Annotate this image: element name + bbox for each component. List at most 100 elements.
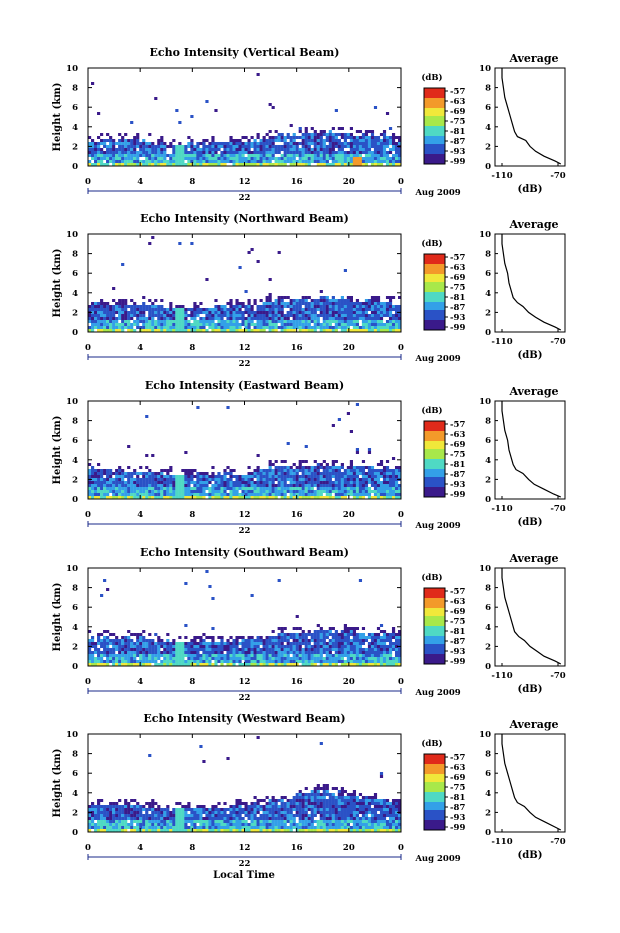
heatmap-cell — [341, 311, 344, 314]
heatmap-cell — [374, 660, 377, 663]
heatmap-cell — [248, 151, 251, 154]
heatmap-cell — [100, 481, 103, 484]
heatmap-cell — [335, 478, 338, 481]
heatmap-cell — [118, 472, 121, 475]
average-profile-line — [502, 401, 561, 497]
heatmap-cell — [308, 326, 311, 329]
heatmap-cell — [341, 660, 344, 663]
heatmap-cell — [386, 481, 389, 484]
heatmap-cell — [245, 145, 248, 148]
heatmap-cell — [160, 299, 163, 302]
heatmap-cell — [175, 148, 178, 151]
heatmap-cell — [241, 475, 244, 478]
heatmap-cell — [320, 478, 323, 481]
heatmap-cell — [187, 469, 190, 472]
heatmap-cell — [94, 308, 97, 311]
heatmap-cell — [311, 151, 314, 154]
heatmap-cell — [311, 475, 314, 478]
heatmap-cell — [112, 645, 115, 648]
heatmap-cell — [121, 308, 124, 311]
heatmap-cell — [281, 484, 284, 487]
heatmap-cell — [151, 475, 154, 478]
heatmap-cell — [314, 151, 317, 154]
heatmap-cell — [275, 148, 278, 151]
heatmap-cell — [157, 323, 160, 326]
heatmap-cell — [226, 151, 229, 154]
heatmap-cell — [326, 160, 329, 163]
heatmap-cell — [278, 627, 281, 630]
heatmap-cell — [395, 481, 398, 484]
heatmap-cell — [136, 802, 139, 805]
heatmap-cell — [341, 630, 344, 633]
heatmap-cell — [133, 820, 136, 823]
heatmap-cell — [145, 642, 148, 645]
heatmap-cell — [184, 154, 187, 157]
heatmap-cell — [103, 142, 106, 145]
heatmap-cell — [133, 320, 136, 323]
heatmap-cell — [293, 654, 296, 657]
heatmap-cell — [347, 320, 350, 323]
heatmap-cell — [136, 326, 139, 329]
heatmap-cell — [94, 487, 97, 490]
heatmap-cell — [145, 154, 148, 157]
heatmap-cell — [208, 642, 211, 645]
heatmap-cell — [248, 320, 251, 323]
heatmap-cell — [226, 487, 229, 490]
heatmap-cell — [272, 308, 275, 311]
heatmap-cell — [154, 651, 157, 654]
colorbar-segment — [424, 612, 445, 614]
heatmap-cell — [175, 145, 178, 148]
heatmap-cell — [317, 657, 320, 660]
heatmap-cell — [115, 472, 118, 475]
heatmap-cell — [142, 320, 145, 323]
heatmap-cell — [223, 648, 226, 651]
colorbar-tick-label: -63 — [450, 597, 465, 607]
heatmap-cell — [335, 326, 338, 329]
heatmap-cell — [386, 320, 389, 323]
heatmap-cell — [106, 654, 109, 657]
heatmap-cell — [380, 154, 383, 157]
heatmap-cell — [248, 145, 251, 148]
heatmap-cell — [317, 323, 320, 326]
heatmap-cell — [127, 487, 130, 490]
heatmap-cell — [238, 648, 241, 651]
heatmap-cell — [241, 151, 244, 154]
heatmap-cell — [287, 302, 290, 305]
heatmap-cell — [311, 645, 314, 648]
heatmap-cell — [223, 469, 226, 472]
avg-y-tick-label: 10 — [479, 564, 491, 574]
heatmap-cell — [251, 475, 254, 478]
heatmap-cell — [184, 478, 187, 481]
heatmap-cell — [124, 305, 127, 308]
heatmap-cell — [386, 633, 389, 636]
colorbar-segment — [424, 136, 445, 138]
heatmap-cell — [305, 660, 308, 663]
heatmap-cell — [166, 808, 169, 811]
heatmap-cell — [308, 148, 311, 151]
heatmap-cell — [241, 481, 244, 484]
heatmap-cell — [338, 657, 341, 660]
heatmap-cell — [263, 645, 266, 648]
heatmap-cell — [112, 802, 115, 805]
heatmap-cell — [133, 478, 136, 481]
heatmap-cell — [332, 633, 335, 636]
heatmap-cell — [109, 648, 112, 651]
heatmap-cell — [238, 314, 241, 317]
heatmap-cell — [166, 823, 169, 826]
heatmap-cell — [383, 148, 386, 151]
heatmap-cell — [281, 490, 284, 493]
heatmap-cell — [371, 323, 374, 326]
heatmap-cell — [359, 487, 362, 490]
heatmap-cell — [302, 154, 305, 157]
heatmap-cell — [308, 154, 311, 157]
heatmap-cell — [121, 478, 124, 481]
heatmap-cell — [356, 130, 359, 133]
heatmap-cell — [238, 302, 241, 305]
heatmap-cell — [362, 139, 365, 142]
heatmap-cell — [377, 136, 380, 139]
heatmap-cell — [178, 657, 181, 660]
heatmap-cell — [257, 484, 260, 487]
heatmap-cell — [187, 326, 190, 329]
heatmap-cell — [362, 472, 365, 475]
heatmap-cell — [299, 466, 302, 469]
